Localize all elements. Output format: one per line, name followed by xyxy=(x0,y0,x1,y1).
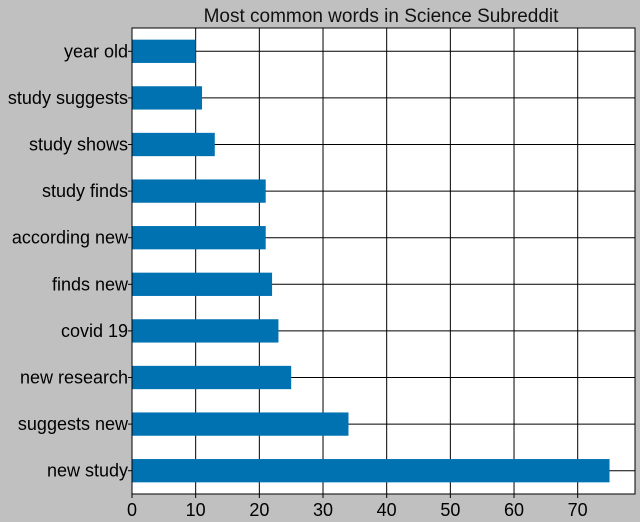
x-tick-label: 10 xyxy=(186,500,206,520)
x-tick-label: 30 xyxy=(313,500,333,520)
bar xyxy=(132,179,266,203)
y-tick-label: study shows xyxy=(29,135,128,155)
bars xyxy=(132,39,610,483)
y-tick-label: according new xyxy=(12,228,129,248)
bar xyxy=(132,132,215,157)
bar xyxy=(132,226,266,250)
y-tick-label: covid 19 xyxy=(61,321,128,341)
bar xyxy=(132,272,273,296)
x-tick-label: 50 xyxy=(440,500,460,520)
bar xyxy=(132,86,203,110)
bar xyxy=(132,459,610,483)
y-tick-label: year old xyxy=(64,41,128,61)
y-tick-label: new research xyxy=(20,368,128,388)
y-tick-label: study suggests xyxy=(8,88,128,108)
plot-frame xyxy=(131,27,636,495)
x-tick-label: 60 xyxy=(504,500,524,520)
bar xyxy=(132,39,196,63)
bar xyxy=(132,412,349,436)
x-tick-label: 20 xyxy=(249,500,269,520)
chart-title: Most common words in Science Subreddit xyxy=(204,6,560,27)
x-tick-labels: 0 10 20 30 40 50 60 70 xyxy=(127,494,588,520)
bar xyxy=(132,319,279,343)
x-tick-label: 0 xyxy=(127,500,137,520)
y-tick-label: new study xyxy=(47,461,128,481)
x-tick-label: 70 xyxy=(568,500,588,520)
y-tick-label: suggests new xyxy=(18,414,129,434)
y-tick-labels: year old study suggests study shows study f… xyxy=(8,41,132,481)
x-tick-label: 40 xyxy=(377,500,397,520)
y-tick-label: study finds xyxy=(42,181,128,201)
y-tick-label: finds new xyxy=(52,274,129,294)
bar xyxy=(132,365,292,390)
